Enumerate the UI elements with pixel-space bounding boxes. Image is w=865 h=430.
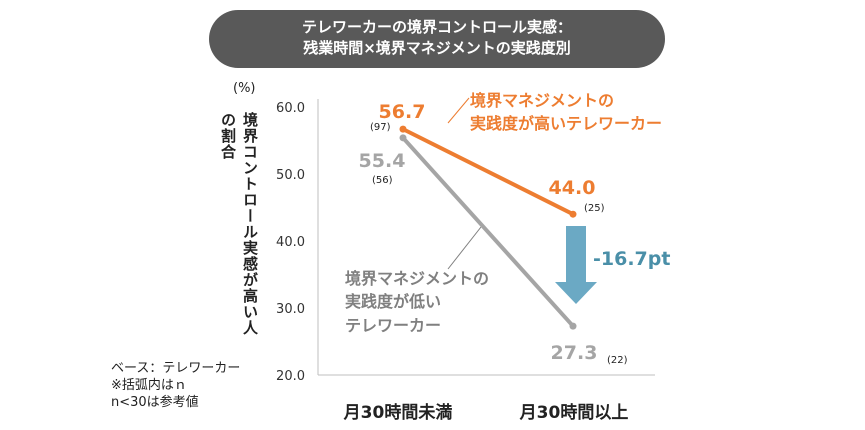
n-label: (56)	[372, 175, 393, 186]
chart-title: テレワーカーの境界コントロール実感： 残業時間×境界マネジメントの実践度別	[209, 10, 665, 68]
value-label: 27.3	[551, 342, 598, 364]
y-tick-label: 60.0	[276, 101, 305, 116]
y-axis-label-line-2: の割合	[219, 112, 237, 160]
title-line-1: テレワーカーの境界コントロール実感：	[301, 18, 572, 36]
note-base: ベース：テレワーカー	[111, 361, 241, 376]
series-low-name: 境界マネジメントの	[345, 269, 489, 288]
value-label: 55.4	[359, 150, 406, 172]
data-point	[399, 125, 407, 133]
value-label: 44.0	[549, 177, 596, 199]
difference-label: -16.7pt	[593, 248, 670, 270]
title-line-2: 残業時間×境界マネジメントの実践度別	[303, 39, 571, 57]
n-label: (97)	[370, 122, 391, 133]
note-reference: n<30は参考値	[111, 395, 199, 410]
difference-arrow	[555, 226, 597, 304]
series-low-leader-line	[447, 226, 482, 270]
series-low-name: テレワーカー	[345, 316, 441, 335]
series-high-line	[402, 127, 574, 216]
n-label: (22)	[607, 355, 628, 366]
x-category-label: 月30時間以上	[519, 402, 629, 423]
y-axis-label-line-1: 境界コントロール実感が高い人	[241, 112, 259, 336]
data-point	[569, 210, 577, 218]
x-category-label: 月30時間未満	[343, 402, 453, 423]
value-label: 56.7	[379, 101, 426, 123]
data-point	[569, 322, 577, 330]
series-low-name: 実践度が低い	[345, 292, 441, 311]
y-tick-label: 30.0	[276, 302, 305, 317]
series-high-name: 実践度が高いテレワーカー	[470, 114, 662, 133]
data-point	[399, 134, 407, 142]
n-label: (25)	[584, 203, 605, 214]
note-n: ※括弧内はｎ	[111, 378, 187, 393]
series-high-leader-line	[447, 97, 470, 124]
y-tick-label: 20.0	[276, 369, 305, 384]
y-unit-label: (%)	[233, 81, 256, 96]
series-low-line	[401, 136, 575, 328]
y-tick-label: 40.0	[276, 235, 305, 250]
y-tick-label: 50.0	[276, 168, 305, 183]
series-high-name: 境界マネジメントの	[470, 91, 614, 110]
